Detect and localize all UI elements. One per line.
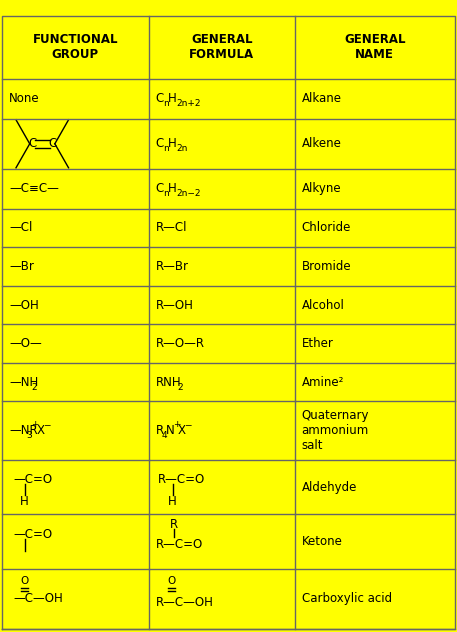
Text: Amine²: Amine² bbox=[302, 375, 344, 389]
Text: C: C bbox=[28, 137, 37, 150]
Text: Quaternary
ammonium
salt: Quaternary ammonium salt bbox=[302, 409, 369, 453]
Text: +: + bbox=[31, 420, 38, 429]
Text: —NH: —NH bbox=[9, 375, 38, 389]
Text: C: C bbox=[48, 137, 56, 150]
Text: 2n+2: 2n+2 bbox=[176, 99, 201, 109]
Text: 2: 2 bbox=[177, 383, 183, 392]
Text: X: X bbox=[177, 424, 186, 437]
Text: n: n bbox=[163, 99, 169, 109]
Text: Aldehyde: Aldehyde bbox=[302, 481, 357, 494]
Text: R—OH: R—OH bbox=[155, 298, 193, 312]
Text: H: H bbox=[168, 495, 177, 507]
Text: H: H bbox=[20, 495, 29, 507]
Text: R: R bbox=[170, 518, 178, 530]
Text: C: C bbox=[155, 92, 164, 106]
Text: C: C bbox=[155, 182, 164, 195]
Text: n: n bbox=[163, 144, 169, 154]
Text: Alkene: Alkene bbox=[302, 137, 341, 150]
Text: −: − bbox=[184, 420, 191, 429]
Text: O: O bbox=[167, 576, 175, 586]
Text: —OH: —OH bbox=[9, 298, 39, 312]
Text: O: O bbox=[21, 576, 29, 586]
Text: Alkane: Alkane bbox=[302, 92, 342, 106]
Text: —NR: —NR bbox=[9, 424, 38, 437]
Text: H: H bbox=[168, 92, 177, 106]
Text: 4: 4 bbox=[161, 431, 167, 441]
Text: n: n bbox=[163, 189, 169, 198]
Text: +: + bbox=[173, 420, 180, 429]
Text: None: None bbox=[9, 92, 40, 106]
Text: N: N bbox=[166, 424, 175, 437]
Text: R—Br: R—Br bbox=[155, 260, 188, 273]
Text: X: X bbox=[37, 424, 45, 437]
Text: R—C—OH: R—C—OH bbox=[155, 595, 213, 609]
Text: FUNCTIONAL
GROUP: FUNCTIONAL GROUP bbox=[32, 33, 118, 61]
Text: 3: 3 bbox=[27, 431, 32, 441]
Text: —C≡C—: —C≡C— bbox=[9, 182, 59, 195]
Text: C: C bbox=[155, 137, 164, 150]
Text: Chloride: Chloride bbox=[302, 221, 351, 234]
Text: R—C=O: R—C=O bbox=[158, 473, 205, 486]
Text: Ketone: Ketone bbox=[302, 535, 342, 548]
Text: R: R bbox=[155, 424, 164, 437]
Text: RNH: RNH bbox=[155, 375, 181, 389]
Text: —O—: —O— bbox=[9, 337, 42, 350]
Text: GENERAL
NAME: GENERAL NAME bbox=[344, 33, 405, 61]
Text: —C=O: —C=O bbox=[14, 473, 53, 486]
Text: R—Cl: R—Cl bbox=[155, 221, 187, 234]
Text: Alkyne: Alkyne bbox=[302, 182, 341, 195]
Text: Alcohol: Alcohol bbox=[302, 298, 345, 312]
Text: —Br: —Br bbox=[9, 260, 34, 273]
Text: H: H bbox=[168, 182, 177, 195]
Text: Ether: Ether bbox=[302, 337, 334, 350]
Text: —Cl: —Cl bbox=[9, 221, 32, 234]
Text: −: − bbox=[43, 420, 51, 429]
Text: R—O—R: R—O—R bbox=[155, 337, 204, 350]
Text: 2n−2: 2n−2 bbox=[176, 189, 201, 198]
Text: GENERAL
FORMULA: GENERAL FORMULA bbox=[189, 33, 254, 61]
Text: H: H bbox=[168, 137, 177, 150]
Text: Carboxylic acid: Carboxylic acid bbox=[302, 592, 392, 605]
Text: —C=O: —C=O bbox=[14, 528, 53, 540]
Text: —C—OH: —C—OH bbox=[14, 592, 64, 605]
Text: Bromide: Bromide bbox=[302, 260, 351, 273]
Text: 2n: 2n bbox=[176, 144, 187, 154]
Text: 2: 2 bbox=[31, 383, 37, 392]
Text: R—C=O: R—C=O bbox=[155, 538, 202, 551]
